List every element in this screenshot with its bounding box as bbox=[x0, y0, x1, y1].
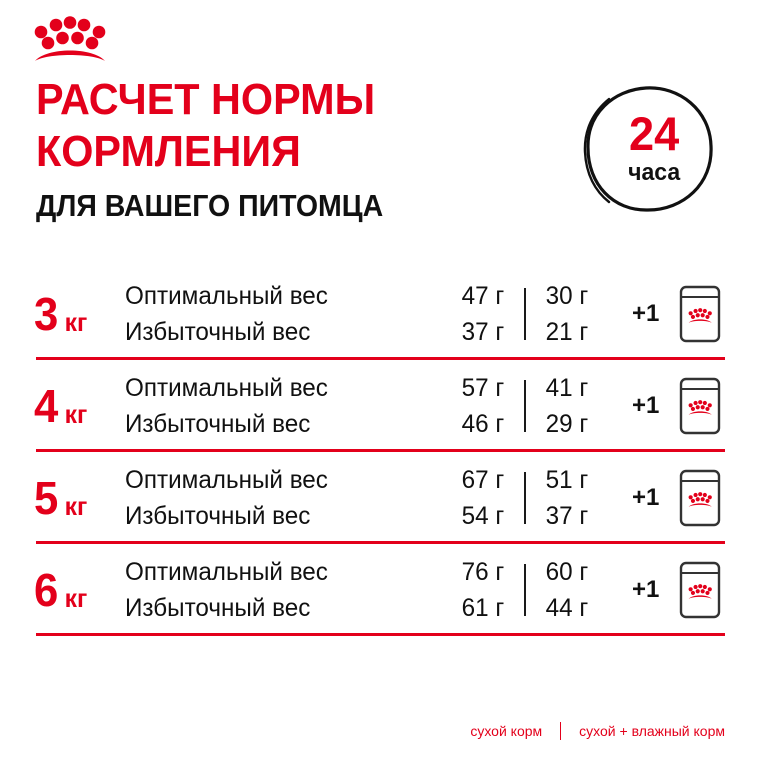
mixed-food-values: 41 г 29 г bbox=[545, 360, 635, 452]
royal-crown-icon bbox=[33, 16, 107, 62]
table-row: 3 кг Оптимальный вес Избыточный вес 47 г… bbox=[0, 268, 766, 360]
legend: сухой корм сухой + влажный корм bbox=[0, 722, 766, 740]
overweight-label: Избыточный вес bbox=[125, 594, 311, 622]
weight-cell: 5 кг bbox=[34, 452, 124, 544]
weight-value: 4 bbox=[34, 380, 59, 432]
dry-overweight-value: 37 г bbox=[461, 318, 505, 346]
mixed-overweight-value: 44 г bbox=[545, 594, 589, 622]
row-divider bbox=[36, 633, 725, 636]
pouch-crown-icon bbox=[679, 469, 721, 527]
pouch-count-label: +1 bbox=[632, 576, 660, 603]
header-block: РАСЧЕТ НОРМЫ КОРМЛЕНИЯ ДЛЯ ВАШЕГО ПИТОМЦ… bbox=[36, 74, 556, 226]
badge-hours-number: 24 bbox=[629, 106, 680, 160]
mixed-optimal-value: 60 г bbox=[545, 558, 589, 586]
optimal-weight-label: Оптимальный вес bbox=[125, 282, 328, 310]
mixed-optimal-value: 41 г bbox=[545, 374, 589, 402]
table-row: 4 кг Оптимальный вес Избыточный вес 57 г… bbox=[0, 360, 766, 452]
mixed-food-values: 30 г 21 г bbox=[545, 268, 635, 360]
pouch-icon-cell bbox=[679, 452, 721, 544]
dry-optimal-value: 57 г bbox=[461, 374, 505, 402]
weight-unit: кг bbox=[64, 491, 87, 521]
optimal-weight-label: Оптимальный вес bbox=[125, 466, 328, 494]
hours-badge: 24 часа bbox=[583, 84, 717, 214]
condition-labels: Оптимальный вес Избыточный вес bbox=[125, 452, 415, 544]
pouch-icon-cell bbox=[679, 360, 721, 452]
pouch-crown-icon bbox=[679, 285, 721, 343]
weight-unit: кг bbox=[64, 307, 87, 337]
hand-drawn-circle-icon bbox=[583, 86, 713, 212]
mixed-overweight-value: 21 г bbox=[545, 318, 589, 346]
overweight-label: Избыточный вес bbox=[125, 410, 311, 438]
weight-cell: 3 кг bbox=[34, 268, 124, 360]
mixed-overweight-value: 37 г bbox=[545, 502, 589, 530]
weight-value: 6 bbox=[34, 564, 59, 616]
overweight-label: Избыточный вес bbox=[125, 318, 311, 346]
dry-overweight-value: 46 г bbox=[461, 410, 505, 438]
feeding-table: 3 кг Оптимальный вес Избыточный вес 47 г… bbox=[0, 268, 766, 636]
optimal-weight-label: Оптимальный вес bbox=[125, 558, 328, 586]
weight-value: 3 bbox=[34, 288, 59, 340]
legend-mixed-label: сухой + влажный корм bbox=[579, 723, 725, 739]
condition-labels: Оптимальный вес Избыточный вес bbox=[125, 268, 415, 360]
mixed-overweight-value: 29 г bbox=[545, 410, 589, 438]
dry-optimal-value: 67 г bbox=[461, 466, 505, 494]
table-row: 5 кг Оптимальный вес Избыточный вес 67 г… bbox=[0, 452, 766, 544]
page-subtitle: ДЛЯ ВАШЕГО ПИТОМЦА bbox=[36, 188, 384, 223]
legend-separator bbox=[560, 722, 562, 740]
dry-food-values: 57 г 46 г bbox=[400, 360, 505, 452]
overweight-label: Избыточный вес bbox=[125, 502, 311, 530]
optimal-weight-label: Оптимальный вес bbox=[125, 374, 328, 402]
dry-optimal-value: 76 г bbox=[461, 558, 505, 586]
weight-value: 5 bbox=[34, 472, 59, 524]
condition-labels: Оптимальный вес Избыточный вес bbox=[125, 360, 415, 452]
row-divider bbox=[36, 449, 725, 452]
weight-cell: 4 кг bbox=[34, 360, 124, 452]
pouch-count-label: +1 bbox=[632, 392, 660, 419]
dry-optimal-value: 47 г bbox=[461, 282, 505, 310]
pouch-count: +1 bbox=[632, 360, 659, 452]
page-title-line-1: РАСЧЕТ НОРМЫ bbox=[36, 75, 376, 124]
pouch-icon-cell bbox=[679, 268, 721, 360]
dry-food-values: 47 г 37 г bbox=[400, 268, 505, 360]
column-separator bbox=[524, 380, 526, 432]
column-separator bbox=[524, 564, 526, 616]
column-separator bbox=[524, 288, 526, 340]
row-divider bbox=[36, 357, 725, 360]
weight-unit: кг bbox=[64, 399, 87, 429]
condition-labels: Оптимальный вес Избыточный вес bbox=[125, 544, 415, 636]
legend-dry-label: сухой корм bbox=[470, 723, 543, 739]
pouch-icon-cell bbox=[679, 544, 721, 636]
pouch-count: +1 bbox=[632, 544, 659, 636]
table-row: 6 кг Оптимальный вес Избыточный вес 76 г… bbox=[0, 544, 766, 636]
weight-unit: кг bbox=[64, 583, 87, 613]
mixed-optimal-value: 51 г bbox=[545, 466, 589, 494]
pouch-crown-icon bbox=[679, 377, 721, 435]
mixed-food-values: 60 г 44 г bbox=[545, 544, 635, 636]
dry-overweight-value: 61 г bbox=[461, 594, 505, 622]
pouch-count: +1 bbox=[632, 452, 659, 544]
dry-food-values: 67 г 54 г bbox=[400, 452, 505, 544]
pouch-count: +1 bbox=[632, 268, 659, 360]
row-divider bbox=[36, 541, 725, 544]
pouch-crown-icon bbox=[679, 561, 721, 619]
mixed-optimal-value: 30 г bbox=[545, 282, 589, 310]
mixed-food-values: 51 г 37 г bbox=[545, 452, 635, 544]
dry-overweight-value: 54 г bbox=[461, 502, 505, 530]
weight-cell: 6 кг bbox=[34, 544, 124, 636]
dry-food-values: 76 г 61 г bbox=[400, 544, 505, 636]
pouch-count-label: +1 bbox=[632, 484, 660, 511]
pouch-count-label: +1 bbox=[632, 300, 660, 327]
page-title-line-2: КОРМЛЕНИЯ bbox=[36, 127, 301, 176]
badge-hours-unit: часа bbox=[628, 158, 681, 186]
column-separator bbox=[524, 472, 526, 524]
